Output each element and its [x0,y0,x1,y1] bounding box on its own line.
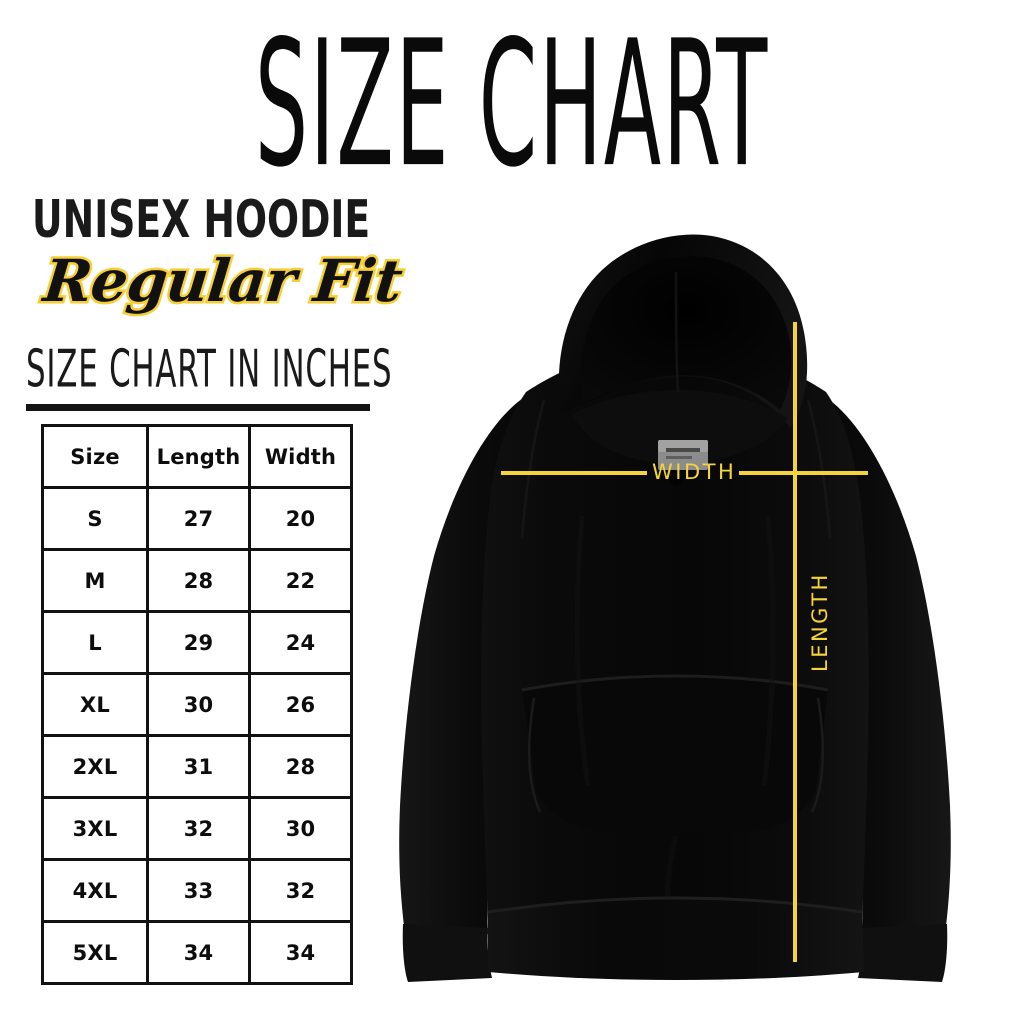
cell-size: L [40,610,150,675]
hoodie-pocket [522,676,828,832]
cell-width: 24 [248,610,353,675]
size-table: Size Length Width S 27 20 M 28 22 L 29 2… [40,424,353,985]
hoodie-hood-inner [580,256,792,410]
cell-size: 4XL [40,858,150,923]
cell-size: S [40,486,150,551]
column-header-length: Length [146,424,252,489]
hoodie-right-shoulder-seam [806,399,832,539]
cell-length: 30 [146,672,252,737]
table-header-row: Size Length Width [40,424,353,489]
table-row: M 28 22 [40,548,353,613]
cell-width: 20 [248,486,353,551]
column-header-width: Width [248,424,353,489]
table-row: 5XL 34 34 [40,920,353,985]
garment-heading: UNISEX HOODIE [32,188,371,250]
cell-size: 2XL [40,734,150,799]
hoodie-waistband [488,898,864,980]
cell-length: 29 [146,610,252,675]
hoodie-hood-crease [674,271,680,393]
hoodie-waistband-seam [487,896,863,914]
hoodie-pocket-left-seam [527,697,542,813]
left-info-panel: UNISEX HOODIE Regular Fit SIZE CHART IN … [18,188,407,411]
table-row: XL 30 26 [40,672,353,737]
hoodie-left-shoulder-seam [520,399,546,539]
hoodie-pocket-seam [521,674,829,692]
table-row: 3XL 32 30 [40,796,353,861]
hoodie-right-cuff [858,924,948,982]
cell-width: 32 [248,858,353,923]
hoodie-collar [572,390,788,464]
hoodie-drawcord-eyelet [670,470,682,486]
cell-width: 26 [248,672,353,737]
table-row: L 29 24 [40,610,353,675]
table-row: S 27 20 [40,486,353,551]
cell-size: XL [40,672,150,737]
cell-length: 34 [146,920,252,985]
neck-label [658,440,708,470]
cell-size: 3XL [40,796,150,861]
cell-width: 28 [248,734,353,799]
table-row: 4XL 33 32 [40,858,353,923]
cell-length: 31 [146,734,252,799]
cell-length: 33 [146,858,252,923]
cell-size: 5XL [40,920,150,985]
hoodie-illustration [376,186,976,986]
cell-width: 34 [248,920,353,985]
hoodie-left-cuff [402,924,492,982]
hoodie-fold-1 [574,515,591,787]
cell-width: 30 [248,796,353,861]
cell-size: M [40,548,150,613]
fit-heading: Regular Fit [38,245,407,318]
hoodie-pocket-right-seam [810,697,825,813]
column-header-size: Size [40,424,150,489]
cell-length: 27 [146,486,252,551]
units-heading-underline [26,404,370,411]
hoodie-fold-2 [761,515,776,787]
table-row: 2XL 31 28 [40,734,353,799]
units-heading: SIZE CHART IN INCHES [26,339,393,400]
page-title: SIZE CHART [254,4,770,206]
cell-length: 32 [146,796,252,861]
cell-length: 28 [146,548,252,613]
cell-width: 22 [248,548,353,613]
